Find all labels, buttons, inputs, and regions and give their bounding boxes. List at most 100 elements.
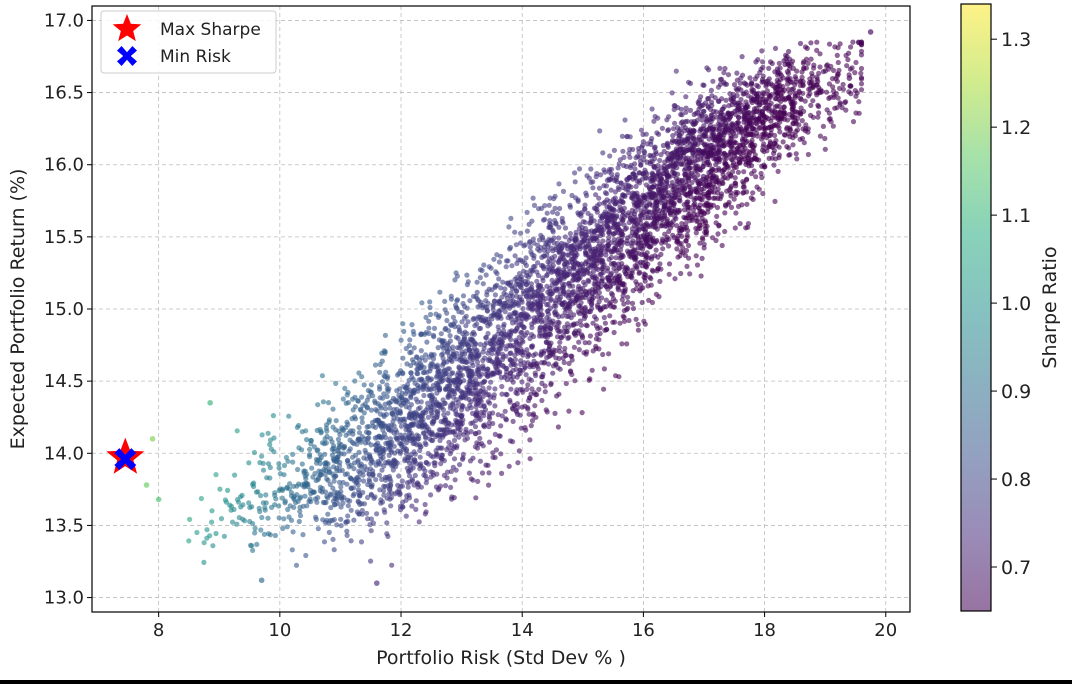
portfolio-point bbox=[722, 210, 728, 216]
portfolio-point bbox=[737, 160, 743, 166]
portfolio-point bbox=[499, 470, 505, 476]
portfolio-point bbox=[421, 369, 427, 375]
portfolio-point bbox=[643, 175, 650, 181]
portfolio-point bbox=[422, 501, 428, 508]
portfolio-point bbox=[698, 127, 704, 133]
portfolio-point bbox=[413, 396, 419, 402]
portfolio-point bbox=[715, 231, 721, 237]
portfolio-point bbox=[522, 260, 528, 266]
portfolio-point bbox=[258, 527, 264, 533]
portfolio-point bbox=[365, 516, 371, 522]
portfolio-point bbox=[776, 60, 782, 66]
portfolio-point bbox=[417, 466, 423, 472]
portfolio-point bbox=[411, 331, 417, 337]
portfolio-point bbox=[201, 559, 207, 566]
portfolio-point bbox=[427, 311, 434, 318]
portfolio-point bbox=[429, 437, 435, 444]
portfolio-point bbox=[406, 405, 412, 411]
portfolio-point bbox=[507, 438, 513, 444]
portfolio-point bbox=[669, 90, 675, 96]
portfolio-point bbox=[411, 345, 417, 351]
portfolio-point bbox=[515, 460, 521, 466]
portfolio-point bbox=[626, 250, 632, 256]
portfolio-point bbox=[669, 151, 675, 157]
portfolio-point bbox=[261, 531, 267, 537]
portfolio-point bbox=[356, 424, 362, 431]
portfolio-point bbox=[462, 437, 468, 443]
portfolio-point bbox=[639, 299, 645, 306]
portfolio-point bbox=[647, 161, 654, 167]
portfolio-point bbox=[626, 150, 632, 156]
portfolio-point bbox=[567, 204, 574, 210]
portfolio-point bbox=[479, 267, 485, 274]
portfolio-point bbox=[596, 185, 603, 191]
portfolio-point bbox=[618, 180, 624, 186]
portfolio-point bbox=[342, 385, 348, 391]
portfolio-point bbox=[748, 131, 754, 137]
portfolio-point bbox=[635, 327, 642, 333]
portfolio-point bbox=[217, 486, 223, 492]
portfolio-point bbox=[726, 199, 732, 205]
portfolio-point bbox=[404, 361, 410, 367]
portfolio-point bbox=[467, 298, 473, 304]
portfolio-point bbox=[556, 235, 562, 241]
portfolio-point bbox=[817, 64, 823, 70]
portfolio-point bbox=[756, 116, 762, 122]
portfolio-point bbox=[731, 196, 737, 202]
portfolio-point bbox=[480, 365, 486, 371]
portfolio-point bbox=[419, 300, 425, 306]
portfolio-point bbox=[808, 40, 814, 46]
portfolio-point bbox=[487, 394, 494, 400]
portfolio-point bbox=[666, 271, 672, 277]
portfolio-point bbox=[697, 166, 703, 172]
portfolio-point bbox=[686, 169, 692, 176]
portfolio-point bbox=[441, 341, 447, 348]
portfolio-point bbox=[454, 273, 460, 279]
portfolio-point bbox=[520, 306, 526, 312]
portfolio-point bbox=[494, 252, 500, 258]
portfolio-point bbox=[673, 216, 679, 222]
portfolio-point bbox=[768, 144, 775, 150]
portfolio-point bbox=[425, 400, 431, 406]
portfolio-point bbox=[361, 410, 367, 416]
portfolio-point bbox=[519, 379, 525, 385]
portfolio-point bbox=[524, 228, 531, 234]
portfolio-point bbox=[364, 510, 370, 516]
portfolio-point bbox=[698, 94, 704, 100]
portfolio-point bbox=[291, 504, 297, 510]
portfolio-point bbox=[723, 97, 729, 103]
portfolio-point bbox=[824, 89, 830, 95]
portfolio-point bbox=[421, 392, 427, 399]
portfolio-point bbox=[835, 71, 841, 77]
portfolio-point bbox=[450, 314, 456, 320]
portfolio-point bbox=[641, 157, 647, 163]
portfolio-point bbox=[601, 366, 608, 372]
portfolio-point bbox=[525, 398, 532, 404]
portfolio-point bbox=[621, 222, 627, 228]
portfolio-point bbox=[572, 378, 578, 384]
portfolio-point bbox=[575, 277, 581, 283]
portfolio-point bbox=[771, 123, 777, 129]
portfolio-point bbox=[449, 496, 455, 502]
portfolio-point bbox=[558, 335, 565, 341]
portfolio-point bbox=[479, 409, 485, 415]
portfolio-point bbox=[408, 391, 414, 397]
portfolio-point bbox=[589, 306, 595, 312]
portfolio-point bbox=[507, 244, 514, 251]
portfolio-point bbox=[756, 99, 763, 105]
portfolio-point bbox=[335, 436, 341, 442]
portfolio-point bbox=[591, 205, 598, 211]
portfolio-point bbox=[447, 389, 453, 395]
portfolio-point bbox=[612, 201, 618, 207]
portfolio-point bbox=[398, 394, 404, 400]
portfolio-point bbox=[428, 365, 434, 371]
portfolio-point bbox=[524, 386, 530, 392]
portfolio-point bbox=[508, 386, 514, 392]
portfolio-point bbox=[560, 220, 566, 226]
portfolio-point bbox=[549, 255, 555, 261]
portfolio-point bbox=[801, 140, 807, 146]
portfolio-point bbox=[619, 297, 625, 303]
portfolio-point bbox=[388, 490, 395, 496]
portfolio-point bbox=[479, 470, 486, 476]
portfolio-point bbox=[577, 246, 583, 252]
